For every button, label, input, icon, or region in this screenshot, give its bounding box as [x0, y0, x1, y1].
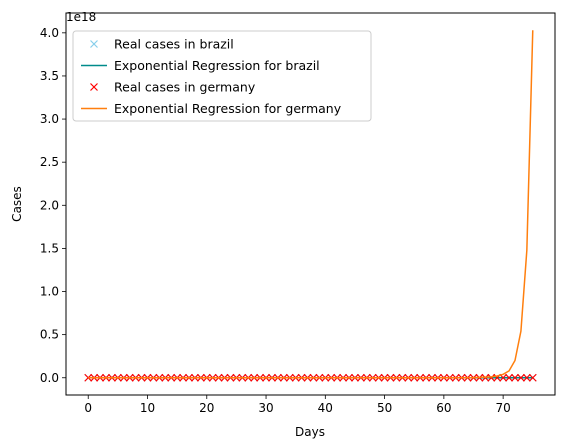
data-point: [505, 373, 513, 382]
marker-stroke: [90, 40, 98, 48]
marker-stroke: [505, 373, 513, 382]
marker-stroke: [487, 373, 496, 382]
y-tick-label: 0.0: [40, 371, 59, 385]
legend-box: [72, 30, 372, 122]
y-tick-label: 1.0: [40, 285, 59, 299]
marker-stroke: [90, 83, 98, 91]
legend-label: Exponential Regression for germany: [114, 101, 342, 116]
series-line: [88, 30, 534, 379]
data-point: [528, 373, 537, 382]
plot-frame: [65, 12, 556, 396]
x-tick-label: 40: [318, 401, 333, 415]
x-tick-label: 30: [258, 401, 273, 415]
legend-label: Exponential Regression for brazil: [114, 58, 320, 73]
x-tick-label: 60: [436, 401, 451, 415]
y-tick-label: 2.0: [40, 198, 59, 212]
marker-stroke: [516, 373, 525, 382]
y-axis-label: Cases: [10, 186, 24, 222]
legend-item: Exponential Regression for germany: [81, 101, 342, 116]
legend-label: Real cases in germany: [114, 80, 256, 95]
x-axis-label: Days: [295, 425, 325, 439]
x-axis-ticks: 0 10 20 30 40 50 60 70: [84, 395, 511, 415]
x-tick-label: 0: [84, 401, 92, 415]
legend-label: Real cases in brazil: [114, 37, 234, 52]
x-tick-label: 10: [140, 401, 155, 415]
legend: Real cases in brazil Exponential Regressi…: [72, 30, 372, 122]
data-point: [487, 373, 496, 382]
data-point: [84, 373, 93, 382]
data-point: [516, 373, 525, 382]
legend-item: Real cases in brazil: [90, 37, 234, 52]
plot-marks: [84, 30, 537, 382]
marker-stroke: [522, 373, 531, 382]
x-tick-label: 50: [377, 401, 392, 415]
series-3: [88, 30, 534, 379]
legend-item: Real cases in germany: [90, 80, 256, 95]
data-point: [511, 373, 519, 382]
data-point: [522, 373, 531, 382]
x-tick-label: 20: [199, 401, 214, 415]
y-tick-label: 3.0: [40, 112, 59, 126]
y-tick-label: 4.0: [40, 26, 59, 40]
y-tick-label: 0.5: [40, 328, 59, 342]
legend-marker-swatch: [90, 40, 98, 48]
y-offset-label: 1e18: [66, 10, 96, 24]
y-tick-label: 2.5: [40, 155, 59, 169]
marker-stroke: [528, 373, 537, 382]
y-tick-label: 1.5: [40, 241, 59, 255]
y-axis-ticks: 0.0 0.5 1.0 1.5 2.0 2.5 3.0 3.5 4.0: [40, 26, 66, 385]
legend-item: Exponential Regression for brazil: [81, 58, 320, 73]
legend-marker-swatch: [90, 83, 98, 91]
marker-stroke: [84, 373, 93, 382]
marker-stroke: [511, 373, 519, 382]
marker-stroke: [499, 373, 508, 382]
y-tick-label: 3.5: [40, 69, 59, 83]
x-tick-label: 70: [495, 401, 510, 415]
